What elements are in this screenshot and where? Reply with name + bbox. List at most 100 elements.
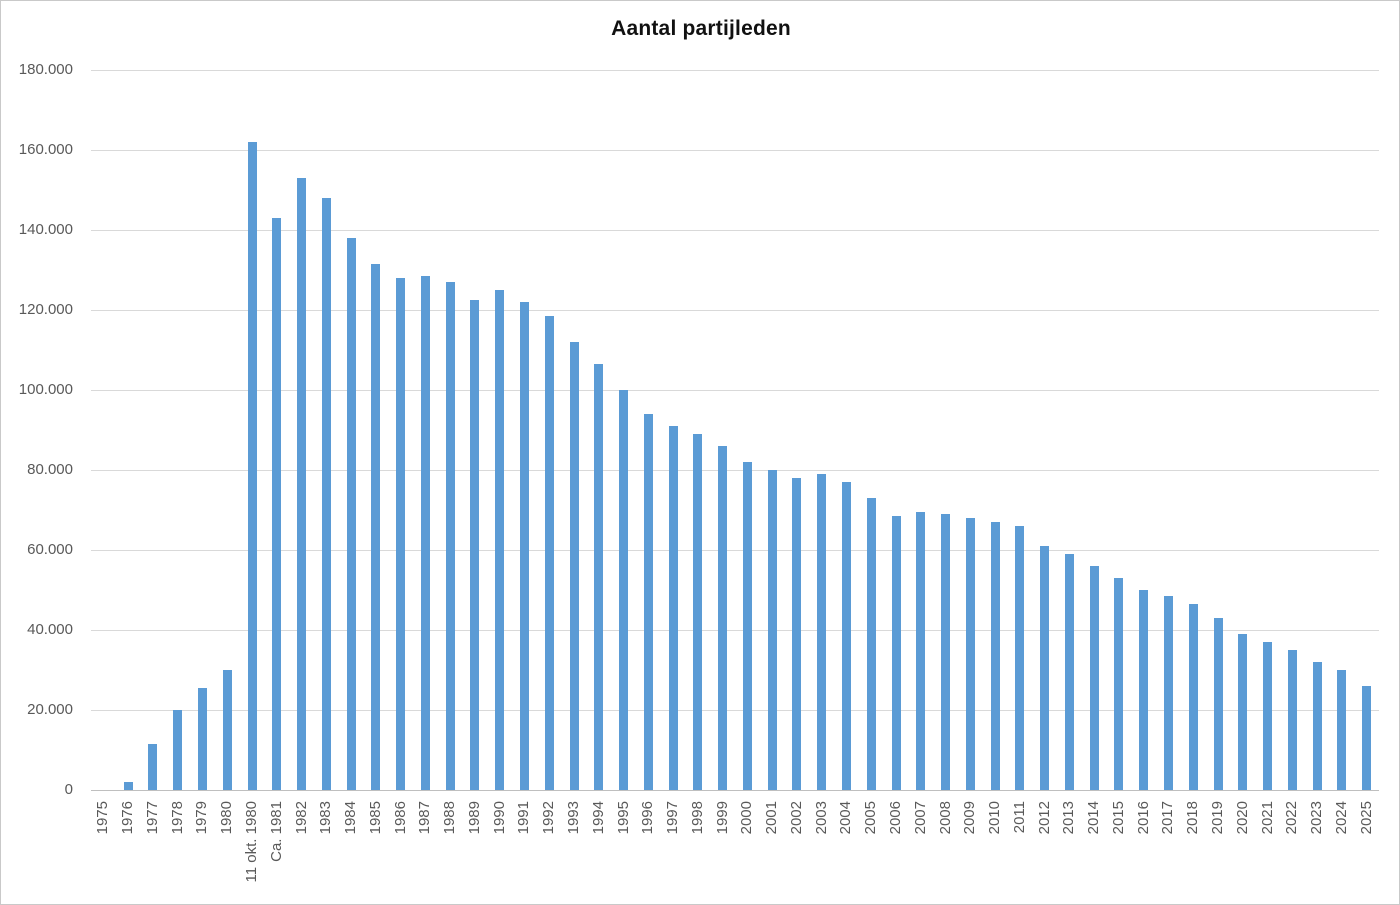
y-axis-tick-label: 140.000 <box>18 221 73 238</box>
bar <box>1337 670 1347 790</box>
gridline <box>91 150 1379 151</box>
x-axis-tick-label: 1992 <box>540 801 558 835</box>
bar <box>1114 578 1124 790</box>
bar <box>619 390 629 790</box>
bar <box>742 462 752 790</box>
bar <box>1238 634 1248 790</box>
x-axis-tick-label: 1989 <box>465 801 483 835</box>
x-axis-tick-label: 2023 <box>1308 801 1326 835</box>
bar <box>371 264 381 790</box>
x-axis-tick-label: 2014 <box>1085 801 1103 835</box>
bar <box>396 278 406 790</box>
x-axis-tick-label: 2013 <box>1060 801 1078 835</box>
x-axis-tick-label: 1976 <box>119 801 137 835</box>
y-axis-tick-label: 80.000 <box>27 461 73 478</box>
y-axis-tick-label: 40.000 <box>27 621 73 638</box>
x-axis-tick-label: 2015 <box>1109 801 1127 835</box>
x-axis-tick-label: 2021 <box>1258 801 1276 835</box>
bar <box>841 482 851 790</box>
x-axis-tick-label: 2003 <box>812 801 830 835</box>
gridline <box>91 70 1379 71</box>
bar <box>792 478 802 790</box>
gridline <box>91 710 1379 711</box>
gridline <box>91 630 1379 631</box>
bar <box>767 470 777 790</box>
x-axis-tick-label: 1995 <box>614 801 632 835</box>
bar <box>470 300 480 790</box>
x-axis-tick-label: 1982 <box>292 801 310 835</box>
gridline <box>91 230 1379 231</box>
bar <box>445 282 455 790</box>
x-axis-tick-label: Ca. 1981 <box>267 801 285 862</box>
bar <box>1188 604 1198 790</box>
x-axis-tick-label: 1998 <box>688 801 706 835</box>
x-axis-tick-label: 1983 <box>317 801 335 835</box>
x-axis-tick-label: 1987 <box>416 801 434 835</box>
x-axis-tick-label: 2001 <box>763 801 781 835</box>
gridline <box>91 470 1379 471</box>
chart-title: Aantal partijleden <box>611 17 791 40</box>
bar <box>1040 546 1050 790</box>
x-axis-tick-label: 11 okt. 1980 <box>243 801 260 883</box>
x-axis-tick-label: 1986 <box>391 801 409 835</box>
x-axis-tick-label: 2008 <box>936 801 954 835</box>
bar <box>544 316 554 790</box>
x-axis-tick-label: 2000 <box>738 801 756 835</box>
x-axis-tick-label: 1994 <box>589 801 607 835</box>
gridline <box>91 310 1379 311</box>
x-axis-tick-label: 1993 <box>565 801 582 835</box>
x-axis-tick-label: 2022 <box>1283 801 1301 835</box>
bar <box>1362 686 1372 790</box>
y-axis-tick-label: 60.000 <box>27 541 73 558</box>
y-axis-tick-label: 160.000 <box>18 141 73 158</box>
x-axis-tick-label: 1984 <box>342 801 360 835</box>
bar <box>965 518 975 790</box>
x-axis-tick-label: 1978 <box>168 801 186 835</box>
x-axis-tick-label: 1980 <box>218 801 236 835</box>
y-axis-tick-label: 100.000 <box>18 381 73 398</box>
bar <box>495 290 505 790</box>
bar <box>668 426 678 790</box>
gridline <box>91 550 1379 551</box>
x-axis-tick-label: 2006 <box>887 801 904 835</box>
bar <box>197 688 207 790</box>
bar <box>297 178 307 790</box>
x-axis-tick-label: 2009 <box>961 801 979 835</box>
x-axis-line <box>91 790 1379 791</box>
bar <box>1139 590 1149 790</box>
bar <box>817 474 827 790</box>
bar <box>519 302 529 790</box>
bar <box>891 516 901 790</box>
bar <box>148 744 158 790</box>
x-axis-tick-label: 2012 <box>1035 801 1053 835</box>
bar <box>941 514 951 790</box>
bar <box>866 498 876 790</box>
bar <box>1163 596 1173 790</box>
x-axis-tick-label: 1996 <box>639 801 657 835</box>
x-axis-tick-label: 2007 <box>911 801 929 835</box>
x-axis-tick-label: 1977 <box>143 801 161 835</box>
x-axis-tick-label: 2016 <box>1134 801 1152 835</box>
gridline <box>91 390 1379 391</box>
bar <box>222 670 232 790</box>
bar <box>420 276 430 790</box>
bar <box>1064 554 1074 790</box>
bar <box>123 782 133 790</box>
bar <box>272 218 282 790</box>
y-axis-tick-label: 180.000 <box>18 61 73 78</box>
bar <box>173 710 183 790</box>
bar <box>1287 650 1297 790</box>
bar <box>321 198 331 790</box>
x-axis-tick-label: 2024 <box>1332 801 1350 835</box>
bar <box>1015 526 1025 790</box>
bar <box>594 364 604 790</box>
bar <box>1312 662 1322 790</box>
bar <box>643 414 653 790</box>
y-axis-tick-label: 20.000 <box>27 701 73 718</box>
x-axis-tick-label: 1979 <box>193 801 211 835</box>
x-axis-tick-label: 2004 <box>837 801 855 835</box>
x-axis-tick-label: 1997 <box>664 801 682 835</box>
bar <box>247 142 257 790</box>
x-axis-tick-label: 2025 <box>1357 801 1375 835</box>
y-axis-tick-label: 120.000 <box>18 301 73 318</box>
